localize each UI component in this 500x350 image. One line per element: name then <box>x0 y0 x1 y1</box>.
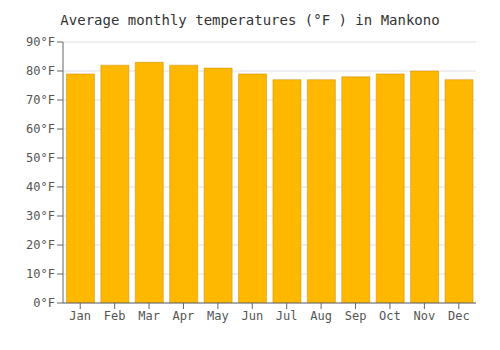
svg-text:Jun: Jun <box>241 309 263 323</box>
svg-text:10°F: 10°F <box>26 267 55 281</box>
svg-text:Mar: Mar <box>138 309 160 323</box>
svg-text:40°F: 40°F <box>26 180 55 194</box>
svg-text:Sep: Sep <box>345 309 367 323</box>
svg-text:0°F: 0°F <box>33 296 55 310</box>
svg-text:May: May <box>207 309 229 323</box>
svg-text:Aug: Aug <box>310 309 332 323</box>
svg-text:Nov: Nov <box>414 309 436 323</box>
svg-text:Oct: Oct <box>379 309 401 323</box>
svg-text:30°F: 30°F <box>26 209 55 223</box>
svg-text:Dec: Dec <box>448 309 470 323</box>
svg-text:20°F: 20°F <box>26 238 55 252</box>
svg-text:Feb: Feb <box>104 309 126 323</box>
svg-text:Apr: Apr <box>173 309 195 323</box>
svg-text:Jul: Jul <box>276 309 298 323</box>
svg-text:60°F: 60°F <box>26 122 55 136</box>
svg-text:Jan: Jan <box>69 309 91 323</box>
svg-text:80°F: 80°F <box>26 64 55 78</box>
svg-text:50°F: 50°F <box>26 151 55 165</box>
svg-text:90°F: 90°F <box>26 35 55 49</box>
svg-text:70°F: 70°F <box>26 93 55 107</box>
html-text:Average monthly temperatures (: Average monthly temperatures (°F ) in Ma… <box>60 12 440 28</box>
